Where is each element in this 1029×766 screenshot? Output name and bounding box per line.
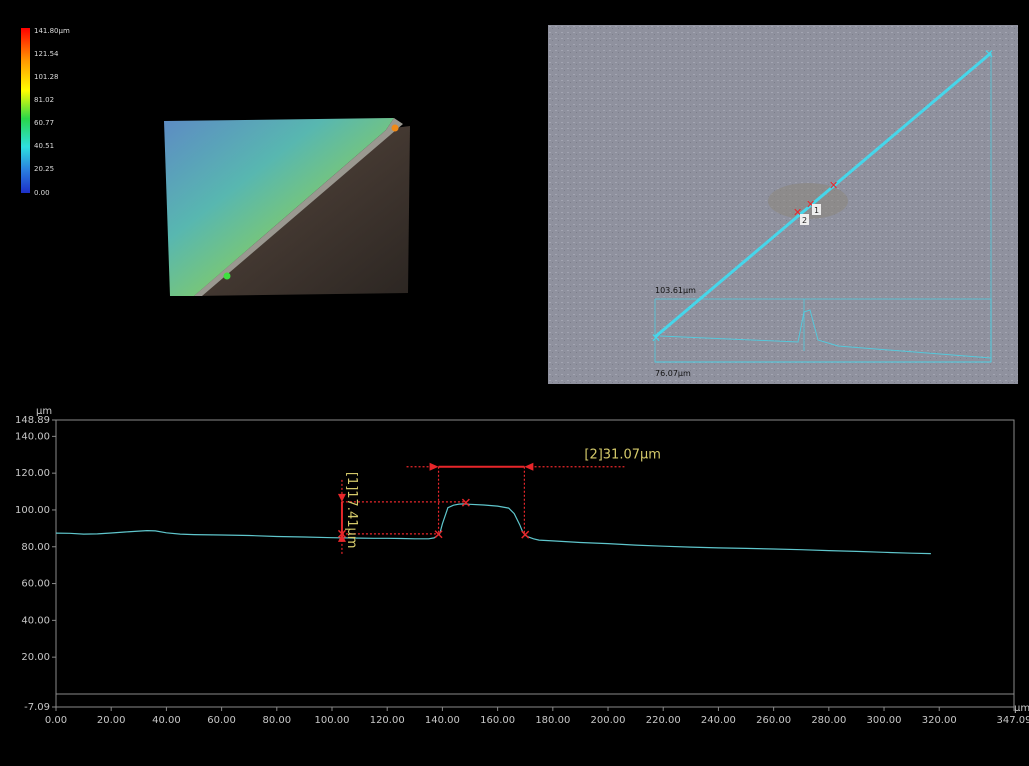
height-map-view[interactable]: 141.80µm 121.54 101.28 81.02 60.77 40.51…: [14, 6, 544, 384]
width-annotation-label: [2]31.07µm: [584, 448, 661, 463]
x-tick-label: 280.00: [811, 715, 846, 726]
optical-top-view[interactable]: ✕ ✕ ✕ ✕ ✕ 1 2 103.61µm 76.07µm: [548, 6, 1018, 384]
y-tick-label: 40.00: [21, 615, 50, 626]
legend-label: 121.54: [34, 50, 59, 58]
legend-label: 0.00: [34, 189, 50, 197]
color-scale-legend: 141.80µm 121.54 101.28 81.02 60.77 40.51…: [21, 27, 70, 197]
height-label: 76.07µm: [655, 369, 691, 378]
x-axis-unit: µm: [1014, 703, 1029, 714]
x-tick-label: 120.00: [370, 715, 405, 726]
legend-label: 141.80µm: [34, 27, 70, 35]
x-tick-label: 180.00: [535, 715, 570, 726]
legend-label: 81.02: [34, 96, 54, 104]
x-tick-label: 0.00: [45, 715, 67, 726]
measurement-markers: [338, 499, 528, 538]
y-axis: 148.89140.00120.00100.0080.0060.0040.002…: [15, 415, 56, 713]
width-arrow-right: [524, 463, 533, 471]
surface-3d[interactable]: [164, 118, 410, 296]
height-map-canvas[interactable]: 141.80µm 121.54 101.28 81.02 60.77 40.51…: [14, 6, 544, 384]
x-tick-label: 240.00: [701, 715, 736, 726]
x-tick-label: 60.00: [207, 715, 236, 726]
width-arrow-left: [430, 463, 439, 471]
svg-text:✕: ✕: [651, 331, 661, 345]
legend-label: 20.25: [34, 165, 54, 173]
x-tick-label: 20.00: [97, 715, 126, 726]
x-tick-label: 200.00: [591, 715, 626, 726]
x-axis: 0.00 20.00 40.00 60.00 80.00 100.00 120.00 140.…: [45, 707, 1029, 726]
y-axis-unit: µm: [36, 406, 52, 417]
measure-point-marker: [462, 499, 469, 506]
x-tick-label: 347.09: [997, 715, 1029, 726]
legend-label: 60.77: [34, 119, 54, 127]
x-tick-label: 320.00: [922, 715, 957, 726]
y-tick-label: 80.00: [21, 542, 50, 553]
legend-label: 101.28: [34, 73, 59, 81]
profile-line: [56, 504, 931, 554]
x-tick-label: 160.00: [480, 715, 515, 726]
marker-x: ✕: [829, 179, 838, 192]
plot-area: [56, 420, 1014, 707]
profile-chart[interactable]: 148.89140.00120.00100.0080.0060.0040.002…: [0, 388, 1029, 762]
scan-marker-label: 2: [802, 216, 807, 225]
y-tick-label: -7.09: [24, 702, 50, 713]
plot-border: [56, 420, 1014, 707]
height-annotation-label: [1]17.41µm: [344, 472, 359, 549]
y-tick-label: 60.00: [21, 579, 50, 590]
y-tick-label: 120.00: [15, 468, 50, 479]
profile-end-point[interactable]: [392, 125, 399, 132]
y-tick-label: 20.00: [21, 652, 50, 663]
profile-series: [56, 504, 931, 554]
svg-text:✕: ✕: [984, 47, 994, 61]
x-tick-label: 220.00: [646, 715, 681, 726]
scan-marker-label: 1: [814, 206, 819, 215]
optical-image[interactable]: ✕ ✕ ✕ ✕ ✕ 1 2 103.61µm 76.07µm: [548, 6, 1018, 384]
y-tick-label: 140.00: [15, 431, 50, 442]
profile-start-point[interactable]: [224, 273, 231, 280]
legend-label: 40.51: [34, 142, 54, 150]
measurement-annotations: [1]17.41µm [2]31.07µm: [338, 448, 661, 556]
width-label: 103.61µm: [655, 286, 696, 295]
x-tick-label: 300.00: [867, 715, 902, 726]
x-tick-label: 100.00: [315, 715, 350, 726]
x-tick-label: 80.00: [262, 715, 291, 726]
measure-point-marker: [522, 531, 529, 538]
x-tick-label: 260.00: [756, 715, 791, 726]
x-tick-label: 140.00: [425, 715, 460, 726]
y-tick-label: 100.00: [15, 505, 50, 516]
x-tick-label: 40.00: [152, 715, 181, 726]
